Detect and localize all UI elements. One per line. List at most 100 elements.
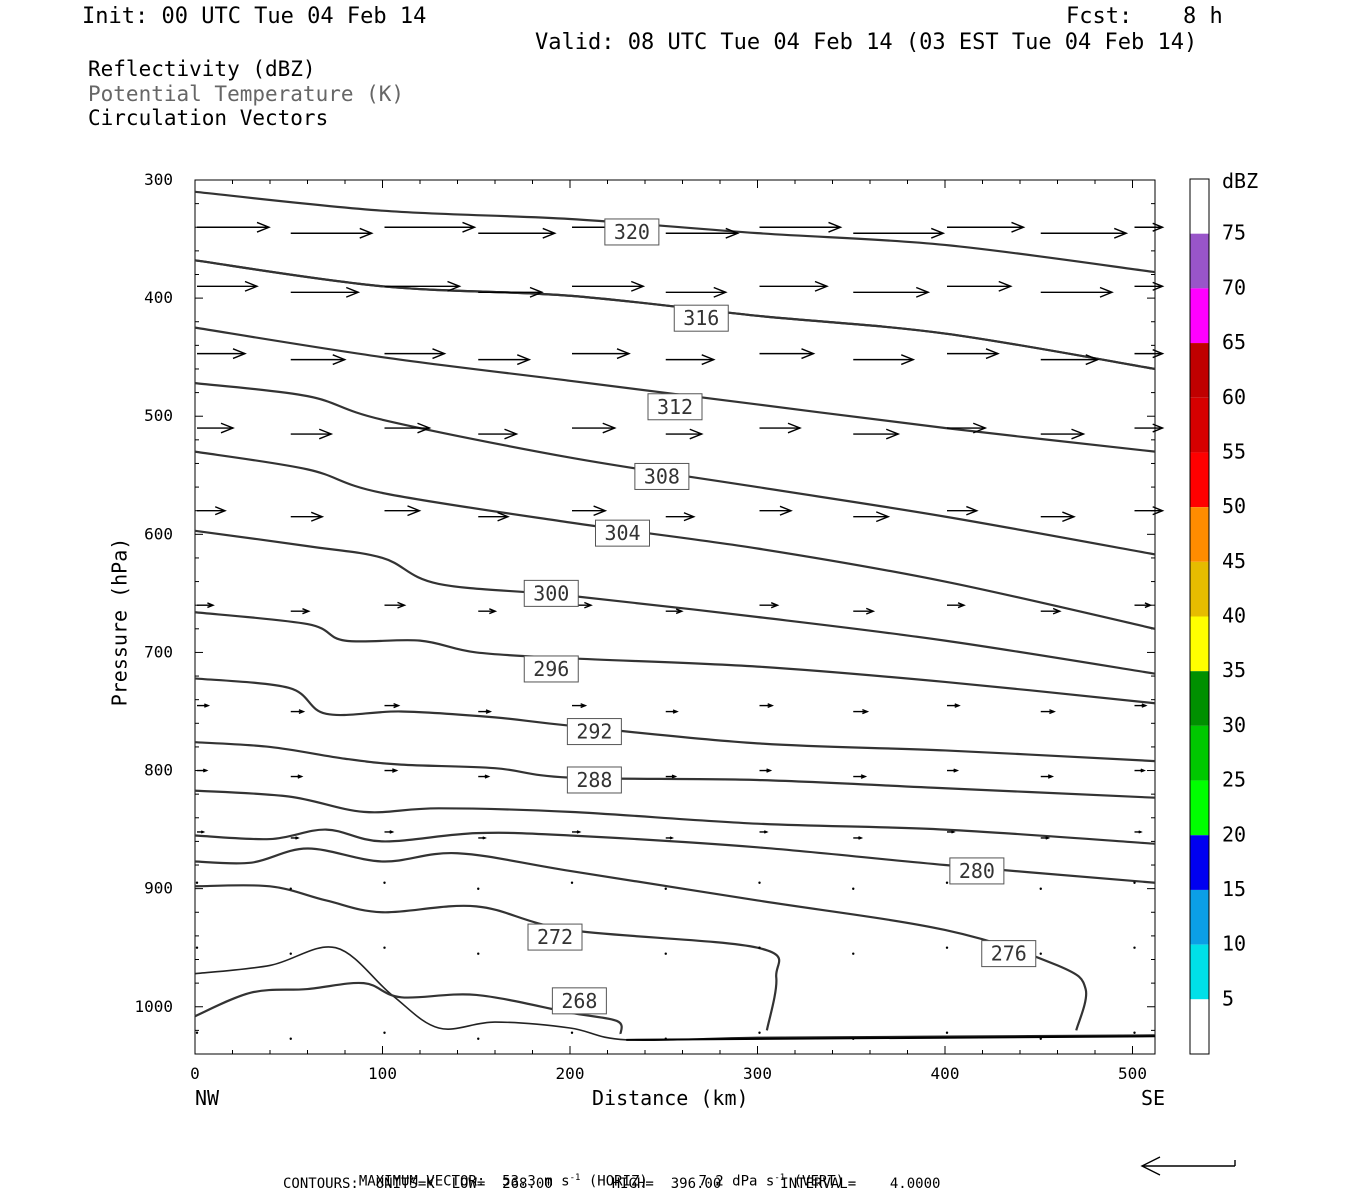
colorbar-swatch [1190, 343, 1209, 398]
vector-head [787, 422, 802, 434]
vector-head [1099, 286, 1114, 298]
contour-label-box [634, 462, 690, 490]
vector-head [576, 830, 582, 834]
y-tick-label: 400 [144, 288, 173, 307]
vector-dot [383, 946, 386, 949]
colorbar-level-label: 50 [1222, 494, 1246, 518]
vector-head [432, 348, 447, 360]
colorbar-swatch [1190, 999, 1209, 1054]
y-tick-label: 1000 [134, 997, 173, 1016]
vector-dot [945, 946, 949, 949]
vector-head [1071, 428, 1086, 440]
vector-dot [664, 952, 667, 955]
contour-label-box [647, 393, 703, 421]
colorbar-swatch [1190, 671, 1209, 726]
vector-head [683, 512, 696, 522]
vector-head [580, 703, 588, 709]
vector-head [1152, 423, 1165, 433]
max-vector-horiz: MAXIMUM VECTOR: 53.3 m s [358, 1173, 570, 1190]
contour-label-box [981, 940, 1037, 968]
colorbar-level-label: 70 [1222, 275, 1246, 299]
contour-label: 316 [683, 306, 719, 330]
vector-head [310, 511, 325, 522]
vector-head [1113, 227, 1129, 239]
vector-head [725, 227, 740, 239]
theta-contour-line [194, 981, 623, 1035]
vector-head [998, 280, 1013, 292]
colorbar-level-label: 45 [1222, 549, 1246, 573]
vector-head [701, 354, 716, 366]
vector-head [828, 221, 843, 233]
vector-head [542, 227, 557, 239]
colorbar-swatch [1190, 616, 1209, 672]
vector-head [462, 221, 477, 233]
vector-dot [383, 1031, 386, 1034]
plot-frame [194, 179, 1156, 1055]
contour-label: 280 [959, 859, 995, 883]
vector-head [713, 286, 728, 298]
vector-head [497, 511, 510, 522]
plot-axes: 0 100 200 300 400 500 300 400 500 600 700 800 900 100… [134, 170, 1156, 1083]
vector-dot [664, 887, 667, 890]
vector-dot [1039, 952, 1042, 955]
vector-dot [852, 952, 855, 955]
y-tick-label: 500 [144, 406, 173, 425]
terrain-line [194, 946, 1156, 1042]
vector-dot [758, 946, 761, 949]
vector-head [885, 428, 901, 440]
vector-head [447, 280, 462, 292]
vector-dot [570, 1031, 574, 1034]
vector-head [957, 602, 966, 609]
colorbar-level-label: 30 [1222, 713, 1246, 737]
vector-dot [477, 952, 480, 955]
circulation-vectors [195, 221, 1236, 1176]
contour-label: 288 [576, 768, 612, 792]
vector-dot [289, 1037, 292, 1040]
contour-label: 276 [991, 942, 1027, 966]
vector-head [1141, 703, 1148, 708]
contour-label-box [551, 987, 607, 1015]
theta-contour-line [194, 190, 1156, 274]
vector-head [407, 505, 422, 517]
vector-head [630, 280, 646, 292]
colorbar-swatch [1190, 889, 1209, 945]
x-tick-label: 500 [1118, 1064, 1147, 1083]
vector-head [953, 768, 960, 773]
contour-label-box [566, 718, 622, 746]
vector-head [1047, 774, 1055, 779]
vector-head [298, 709, 306, 714]
colorbar-swatch [1190, 725, 1209, 781]
contour-label: 312 [657, 395, 693, 419]
vector-head [858, 836, 864, 840]
vector-dot [1039, 887, 1042, 890]
field-circulation-vectors: Circulation Vectors [88, 106, 329, 130]
y-tick-label: 600 [144, 524, 173, 543]
vector-head [485, 709, 493, 714]
vector-dot [852, 1037, 855, 1040]
colorbar-level-label: 55 [1222, 439, 1246, 463]
vector-head [675, 608, 684, 615]
contour-label: 308 [644, 464, 680, 488]
colorbar: dBZ 5 10 15 20 25 30 35 40 45 50 55 60 65 70 75 [1189, 169, 1258, 1055]
vector-head [359, 227, 374, 239]
colorbar-level-label: 15 [1222, 877, 1246, 901]
colorbar-swatch [1190, 233, 1209, 289]
contour-label: 268 [561, 989, 597, 1013]
vector-head [951, 830, 956, 834]
vector-dot [758, 1031, 761, 1034]
vector-head [672, 709, 679, 714]
vector-head [207, 602, 215, 609]
vector-head [766, 768, 773, 773]
forecast-hour-label: Fcst: [1066, 4, 1133, 29]
vector-dot [1133, 1031, 1136, 1034]
vector-head [489, 608, 498, 615]
colorbar-swatch [1190, 288, 1209, 344]
colorbar-swatch [1190, 179, 1209, 234]
vector-head [1152, 222, 1165, 232]
vector-head [985, 348, 1000, 360]
vector-head [954, 703, 961, 708]
x-tick-label: 100 [368, 1064, 397, 1083]
vector-head [875, 511, 891, 523]
vector-dot [289, 887, 292, 890]
colorbar-level-label: 25 [1222, 768, 1246, 792]
